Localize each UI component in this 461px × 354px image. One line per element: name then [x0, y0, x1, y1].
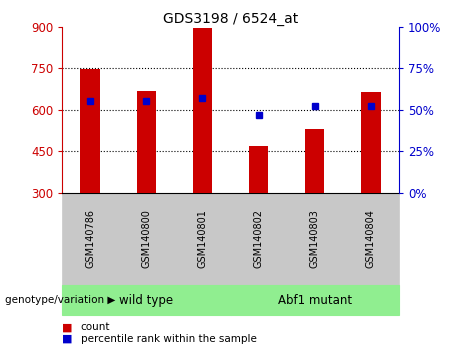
Text: GSM140800: GSM140800 — [142, 210, 151, 268]
Text: GSM140803: GSM140803 — [310, 210, 319, 268]
Text: ■: ■ — [62, 334, 73, 344]
Text: GSM140804: GSM140804 — [366, 210, 376, 268]
Text: Abf1 mutant: Abf1 mutant — [278, 293, 352, 307]
Bar — [305, 129, 325, 193]
Bar — [193, 28, 212, 193]
Text: percentile rank within the sample: percentile rank within the sample — [81, 334, 257, 344]
Bar — [81, 69, 100, 193]
Text: GSM140802: GSM140802 — [254, 210, 264, 268]
Text: GSM140786: GSM140786 — [85, 210, 95, 268]
Bar — [136, 91, 156, 193]
Text: GSM140801: GSM140801 — [197, 210, 207, 268]
Bar — [249, 146, 268, 193]
Text: count: count — [81, 322, 110, 332]
Text: genotype/variation ▶: genotype/variation ▶ — [5, 295, 115, 305]
Text: ■: ■ — [62, 322, 73, 332]
Bar — [361, 92, 380, 193]
Text: wild type: wild type — [119, 293, 173, 307]
Text: GDS3198 / 6524_at: GDS3198 / 6524_at — [163, 12, 298, 27]
